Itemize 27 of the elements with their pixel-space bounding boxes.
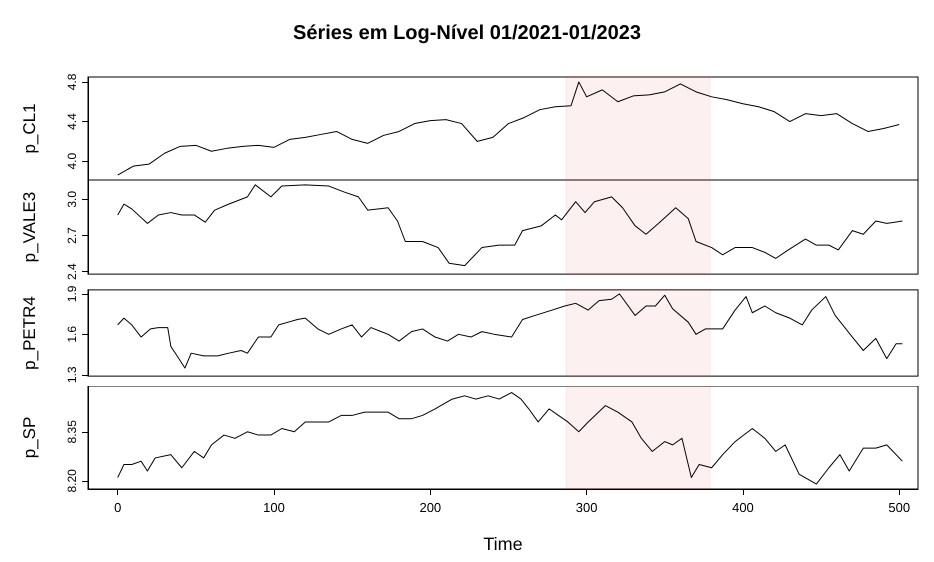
line-series — [117, 81, 900, 176]
y-tick-label: 8.20 — [65, 468, 79, 493]
y-tick-label: 1.6 — [65, 326, 79, 343]
y-tick-label: 2.4 — [65, 262, 79, 280]
x-tick-label: 400 — [732, 500, 754, 515]
y-tick-label: 8.35 — [65, 420, 79, 444]
x-tick-label: 100 — [263, 500, 285, 515]
line-series — [117, 184, 903, 266]
y-axis-title: p_PETR4 — [20, 296, 39, 370]
line-series — [117, 392, 903, 485]
x-tick-label: 200 — [419, 500, 442, 515]
y-tick-label: 1.9 — [65, 285, 79, 302]
x-axis-title: Time — [483, 534, 523, 554]
x-tick-label: 500 — [888, 500, 910, 515]
y-axis-title: p_VALE3 — [20, 192, 39, 262]
y-tick-label: 4.0 — [65, 152, 79, 170]
x-tick-label: 0 — [114, 500, 122, 515]
y-axis-title: p_CL1 — [20, 103, 39, 154]
y-axis-title: p_SP — [20, 416, 39, 458]
y-tick-label: 4.8 — [65, 73, 79, 90]
line-series — [117, 293, 903, 369]
y-tick-label: 3.0 — [65, 190, 79, 208]
y-tick-label: 1.3 — [65, 366, 79, 384]
y-tick-label: 2.7 — [65, 226, 79, 244]
chart-title: Séries em Log-Nível 01/2021-01/2023 — [293, 22, 641, 44]
x-tick-label: 300 — [576, 500, 598, 515]
y-tick-label: 4.4 — [65, 112, 79, 130]
